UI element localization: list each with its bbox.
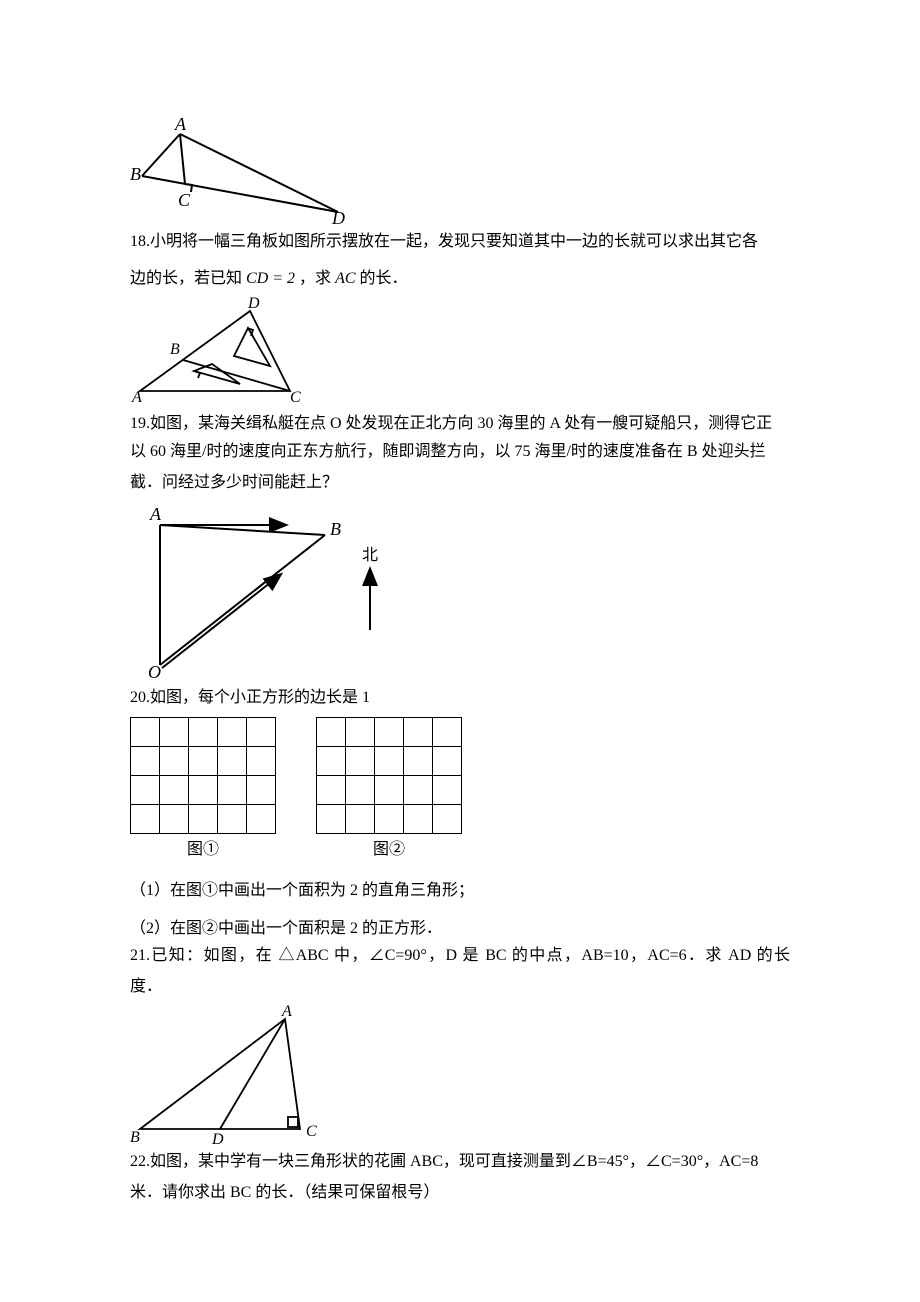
q19-line1: 19.如图，某海关缉私艇在点 O 处发现在正北方向 30 海里的 A 处有一艘可… (130, 410, 790, 437)
q21-svg: A B C D (130, 1004, 330, 1144)
q18-svg: A B C D (130, 296, 310, 406)
q19-label-B: B (330, 519, 341, 539)
q18-figure: A B C D (130, 296, 790, 406)
q19-line3: 截．问经过多少时间能赶上？ (130, 469, 790, 496)
q19-label-A: A (149, 504, 162, 524)
q19-svg: A B O 北 (130, 500, 410, 680)
q18-label-A: A (131, 389, 142, 406)
q17-label-C: C (178, 190, 191, 210)
q19-label-O: O (148, 662, 161, 680)
q21-label-D: D (211, 1131, 224, 1144)
q17-label-D: D (331, 208, 345, 224)
q19-figure: A B O 北 (130, 500, 790, 680)
q17-label-A: A (174, 114, 187, 134)
q17-label-B: B (130, 164, 141, 184)
q18-line2-mid: ，求 (299, 270, 335, 287)
q21-line2: 度． (130, 973, 790, 1000)
q21-label-C: C (306, 1123, 317, 1140)
q20-grid1-block: 图① (130, 717, 276, 863)
q18-cd-expr: CD = 2 (246, 270, 295, 287)
q18-line2-suffix: 的长． (360, 270, 408, 287)
q19-line2: 以 60 海里/时的速度向正东方航行，随即调整方向，以 75 海里/时的速度准备… (130, 438, 790, 465)
q18-ac-expr: AC (335, 270, 355, 287)
q20-grid2-block: 图② (316, 717, 462, 863)
q21-label-B: B (130, 1129, 140, 1144)
q21-line1: 21.已知：如图，在 △ABC 中，∠C=90°，D 是 BC 的中点，AB=1… (130, 942, 790, 969)
q19-north-label: 北 (362, 546, 378, 564)
q20-part2: （2）在图②中画出一个面积是 2 的正方形． (130, 915, 790, 942)
q20-grids: 图① 图② (130, 717, 790, 863)
q18-line2: 边的长，若已知 CD = 2 ，求 AC 的长． (130, 265, 790, 292)
q17-figure: A B C D (130, 114, 790, 224)
q22-line2: 米．请你求出 BC 的长．（结果可保留根号） (130, 1179, 790, 1206)
q18-line1: 18.小明将一幅三角板如图所示摆放在一起，发现只要知道其中一边的长就可以求出其它… (130, 228, 790, 255)
q18-label-B: B (170, 341, 180, 358)
q20-part1: （1）在图①中画出一个面积为 2 的直角三角形； (130, 877, 790, 904)
q21-label-A: A (281, 1004, 292, 1020)
q20-caption1: 图① (130, 836, 276, 863)
q18-label-C: C (290, 389, 301, 406)
q18-line2-prefix: 边的长，若已知 (130, 270, 246, 287)
q18-label-D: D (247, 296, 260, 312)
q20-grid1 (130, 717, 276, 834)
q20-caption2: 图② (316, 836, 462, 863)
q17-svg: A B C D (130, 114, 360, 224)
q20-intro: 20.如图，每个小正方形的边长是 1 (130, 684, 790, 711)
q21-figure: A B C D (130, 1004, 790, 1144)
q20-grid2 (316, 717, 462, 834)
q22-line1: 22.如图，某中学有一块三角形状的花圃 ABC，现可直接测量到∠B=45°，∠C… (130, 1148, 790, 1175)
